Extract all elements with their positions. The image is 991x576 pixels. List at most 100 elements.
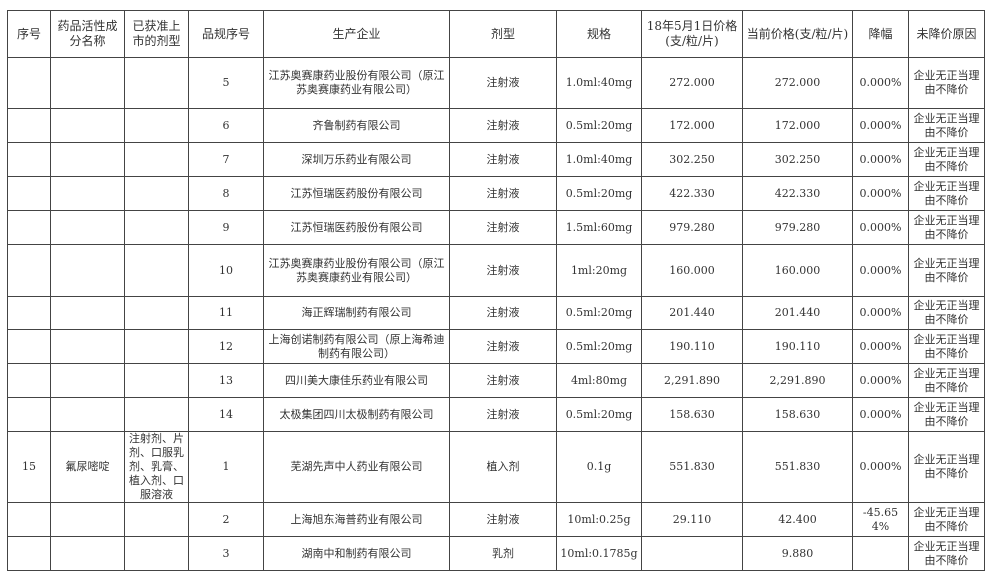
cell-seq — [7, 176, 51, 211]
cell-seq: 15 — [7, 431, 51, 503]
cell-approved-forms — [124, 244, 189, 297]
cell-ingredient — [50, 536, 125, 571]
header-approved-forms: 已获准上市的剂型 — [124, 10, 189, 58]
drug-price-table: 序号 药品活性成分名称 已获准上市的剂型 品规序号 生产企业 剂型 规格 18年5月1日价格(… — [7, 10, 985, 571]
cell-manufacturer: 江苏恒瑞医药股份有限公司 — [263, 176, 450, 211]
cell-reduction: 0.000% — [852, 296, 909, 330]
cell-price-20180501: 29.110 — [641, 502, 743, 537]
cell-ingredient — [50, 176, 125, 211]
cell-price-20180501 — [641, 536, 743, 571]
cell-current-price: 190.110 — [742, 329, 853, 364]
cell-manufacturer: 上海旭东海普药业有限公司 — [263, 502, 450, 537]
table-row: 6 齐鲁制药有限公司 注射液 0.5ml:20mg 172.000 172.000 0.00… — [7, 108, 985, 143]
cell-reason: 企业无正当理由不降价 — [908, 397, 985, 432]
cell-approved-forms — [124, 502, 189, 537]
cell-specification: 0.5ml:20mg — [556, 397, 642, 432]
header-spec-seq: 品规序号 — [188, 10, 264, 58]
cell-manufacturer: 齐鲁制药有限公司 — [263, 108, 450, 143]
cell-ingredient — [50, 329, 125, 364]
cell-specification: 1ml:20mg — [556, 244, 642, 297]
cell-dosage-form: 乳剂 — [449, 536, 557, 571]
cell-specification: 0.5ml:20mg — [556, 296, 642, 330]
cell-current-price: 979.280 — [742, 210, 853, 245]
cell-current-price: 9.880 — [742, 536, 853, 571]
cell-price-20180501: 272.000 — [641, 57, 743, 109]
header-dosage-form: 剂型 — [449, 10, 557, 58]
cell-approved-forms — [124, 329, 189, 364]
cell-spec-seq: 8 — [188, 176, 264, 211]
cell-dosage-form: 注射液 — [449, 296, 557, 330]
cell-reduction: 0.000% — [852, 397, 909, 432]
cell-price-20180501: 422.330 — [641, 176, 743, 211]
cell-price-20180501: 551.830 — [641, 431, 743, 503]
cell-manufacturer: 江苏奥赛康药业股份有限公司（原江苏奥赛康药业有限公司） — [263, 244, 450, 297]
cell-approved-forms: 注射剂、片剂、口服乳剂、乳膏、植入剂、口服溶液 — [124, 431, 189, 503]
cell-manufacturer: 深圳万乐药业有限公司 — [263, 142, 450, 177]
cell-current-price: 2,291.890 — [742, 363, 853, 398]
table-row: 10 江苏奥赛康药业股份有限公司（原江苏奥赛康药业有限公司） 注射液 1ml:20mg… — [7, 244, 985, 297]
cell-reduction: 0.000% — [852, 108, 909, 143]
cell-spec-seq: 12 — [188, 329, 264, 364]
cell-seq — [7, 244, 51, 297]
cell-specification: 1.5ml:60mg — [556, 210, 642, 245]
cell-price-20180501: 172.000 — [641, 108, 743, 143]
cell-dosage-form: 植入剂 — [449, 431, 557, 503]
cell-approved-forms — [124, 176, 189, 211]
cell-current-price: 160.000 — [742, 244, 853, 297]
cell-ingredient — [50, 502, 125, 537]
cell-reason: 企业无正当理由不降价 — [908, 431, 985, 503]
cell-reason: 企业无正当理由不降价 — [908, 502, 985, 537]
cell-seq — [7, 397, 51, 432]
cell-seq — [7, 210, 51, 245]
cell-reason: 企业无正当理由不降价 — [908, 210, 985, 245]
cell-approved-forms — [124, 57, 189, 109]
cell-spec-seq: 6 — [188, 108, 264, 143]
cell-reason: 企业无正当理由不降价 — [908, 176, 985, 211]
cell-manufacturer: 太极集团四川太极制药有限公司 — [263, 397, 450, 432]
table-row: 11 海正辉瑞制药有限公司 注射液 0.5ml:20mg 201.440 201.440 0… — [7, 296, 985, 330]
cell-specification: 4ml:80mg — [556, 363, 642, 398]
cell-specification: 10ml:0.1785g — [556, 536, 642, 571]
cell-reduction: -45.654% — [852, 502, 909, 537]
cell-price-20180501: 158.630 — [641, 397, 743, 432]
cell-ingredient — [50, 210, 125, 245]
cell-price-20180501: 302.250 — [641, 142, 743, 177]
header-reduction: 降幅 — [852, 10, 909, 58]
cell-reduction: 0.000% — [852, 363, 909, 398]
cell-approved-forms — [124, 363, 189, 398]
cell-manufacturer: 海正辉瑞制药有限公司 — [263, 296, 450, 330]
table-row: 13 四川美大康佳乐药业有限公司 注射液 4ml:80mg 2,291.890 2,291… — [7, 363, 985, 398]
cell-dosage-form: 注射液 — [449, 329, 557, 364]
cell-manufacturer: 上海创诺制药有限公司（原上海希迪制药有限公司） — [263, 329, 450, 364]
cell-approved-forms — [124, 142, 189, 177]
cell-reason: 企业无正当理由不降价 — [908, 142, 985, 177]
cell-seq — [7, 536, 51, 571]
cell-specification: 0.5ml:20mg — [556, 329, 642, 364]
cell-dosage-form: 注射液 — [449, 108, 557, 143]
cell-current-price: 302.250 — [742, 142, 853, 177]
cell-ingredient — [50, 363, 125, 398]
cell-price-20180501: 201.440 — [641, 296, 743, 330]
cell-price-20180501: 979.280 — [641, 210, 743, 245]
cell-specification: 10ml:0.25g — [556, 502, 642, 537]
cell-approved-forms — [124, 296, 189, 330]
cell-reduction: 0.000% — [852, 431, 909, 503]
cell-seq — [7, 502, 51, 537]
cell-manufacturer: 江苏恒瑞医药股份有限公司 — [263, 210, 450, 245]
cell-dosage-form: 注射液 — [449, 176, 557, 211]
cell-reason: 企业无正当理由不降价 — [908, 108, 985, 143]
cell-approved-forms — [124, 397, 189, 432]
cell-ingredient — [50, 244, 125, 297]
cell-reason: 企业无正当理由不降价 — [908, 57, 985, 109]
cell-spec-seq: 13 — [188, 363, 264, 398]
cell-spec-seq: 5 — [188, 57, 264, 109]
cell-approved-forms — [124, 536, 189, 571]
cell-reason: 企业无正当理由不降价 — [908, 329, 985, 364]
cell-current-price: 551.830 — [742, 431, 853, 503]
cell-ingredient — [50, 142, 125, 177]
cell-dosage-form: 注射液 — [449, 210, 557, 245]
cell-manufacturer: 四川美大康佳乐药业有限公司 — [263, 363, 450, 398]
header-price-20180501: 18年5月1日价格(支/粒/片) — [641, 10, 743, 58]
cell-dosage-form: 注射液 — [449, 363, 557, 398]
table-row: 3 湖南中和制药有限公司 乳剂 10ml:0.1785g 9.880 企业无正当理由不降价 — [7, 536, 985, 571]
